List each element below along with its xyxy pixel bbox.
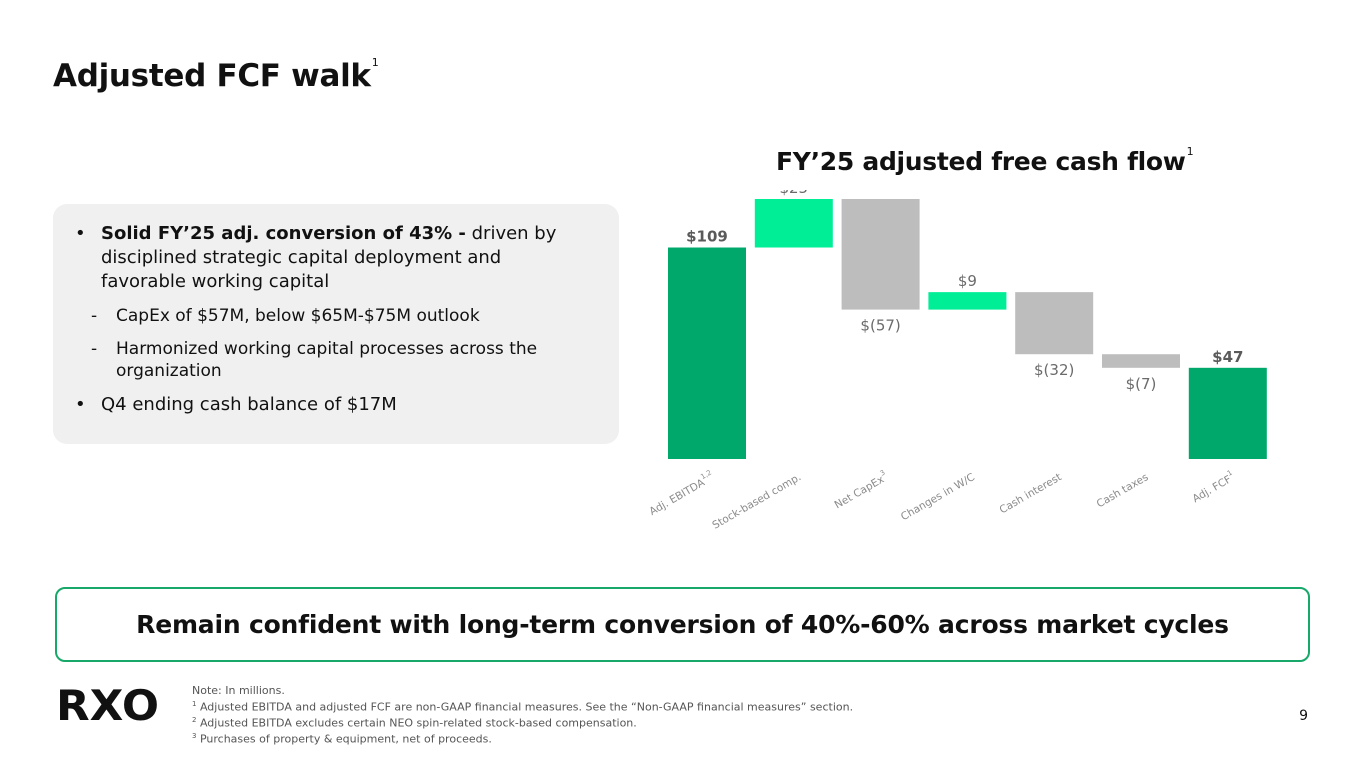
category-footnote: 1,2 (699, 469, 713, 481)
rxo-logo-text: RXO (56, 684, 159, 722)
bullet-marker: • (75, 394, 86, 415)
bullet-conversion: • Solid FY’25 adj. conversion of 43% - d… (73, 222, 599, 294)
sub-bullet-marker: - (91, 306, 98, 326)
page-title-text: Adjusted FCF walk (53, 58, 371, 94)
chart-title-text: FY’25 adjusted free cash flow (776, 147, 1186, 176)
bullet-conversion-text-2: disciplined strategic capital deployment… (101, 247, 502, 268)
highlights-box: • Solid FY’25 adj. conversion of 43% - d… (53, 204, 619, 444)
footnote-2-mark: 2 (192, 715, 197, 724)
bullet-conversion-text-3: favorable working capital (101, 271, 330, 292)
category-label: Net CapEx3 (831, 469, 890, 512)
footnote-1-text: Adjusted EBITDA and adjusted FCF are non… (196, 700, 854, 714)
footnote-1: 1 Adjusted EBITDA and adjusted FCF are n… (192, 698, 853, 714)
data-label: $47 (1212, 348, 1243, 366)
chart-title-footnote: 1 (1186, 145, 1194, 158)
bullet-marker: • (75, 223, 86, 244)
category-label: Adj. EBITDA1,2 (646, 469, 717, 518)
data-label: $9 (958, 272, 977, 290)
bullet-cash-balance: • Q4 ending cash balance of $17M (73, 393, 599, 417)
category-label: Cash taxes (1095, 471, 1151, 510)
sub-bullet-working-capital: - Harmonized working capital processes a… (73, 338, 599, 382)
footnote-note: Note: In millions. (192, 684, 285, 697)
waterfall-bar (1188, 367, 1267, 459)
footnotes: Note: In millions. 1 Adjusted EBITDA and… (192, 684, 853, 746)
page-title-footnote: 1 (371, 56, 379, 69)
rxo-logo: RXO (56, 684, 159, 722)
sub-bullet-working-capital-text-1: Harmonized working capital processes acr… (116, 339, 538, 359)
category-label: Cash interest (997, 471, 1063, 516)
sub-bullet-marker: - (91, 339, 98, 359)
bullet-conversion-headline: Solid FY’25 adj. conversion of 43% - (101, 223, 466, 244)
category-label: Stock-based comp. (710, 471, 803, 532)
data-label: $(57) (860, 317, 900, 335)
callout-text: Remain confident with long-term conversi… (136, 610, 1229, 639)
footnote-1-mark: 1 (192, 699, 197, 708)
footnote-3-mark: 3 (192, 731, 197, 740)
callout-box: Remain confident with long-term conversi… (55, 587, 1310, 662)
footnote-3: 3 Purchases of property & equipment, net… (192, 730, 853, 746)
data-label: $(32) (1034, 361, 1074, 379)
sub-bullet-capex: - CapEx of $57M, below $65M-$75M outlook (73, 305, 599, 327)
category-label: Changes in W/C (899, 471, 977, 523)
category-footnote: 3 (879, 469, 887, 478)
category-footnote: 1 (1226, 469, 1234, 478)
waterfall-bar (1102, 354, 1180, 368)
waterfall-bar (668, 247, 746, 459)
footnote-2-text: Adjusted EBITDA excludes certain NEO spi… (196, 716, 637, 730)
waterfall-bar (841, 199, 920, 310)
bullet-cash-balance-text: Q4 ending cash balance of $17M (101, 394, 397, 415)
fcf-waterfall-chart: $109 Adj. EBITDA1,2 $25 Stock-based comp. $(… (646, 190, 1267, 532)
chart-title: FY’25 adjusted free cash flow1 (776, 145, 1194, 176)
data-label: $109 (686, 228, 728, 246)
data-label: $25 (779, 190, 808, 197)
bullet-conversion-text-1: driven by (465, 223, 557, 244)
category-label: Adj. FCF1 (1189, 469, 1237, 506)
sub-bullet-capex-text: CapEx of $57M, below $65M-$75M outlook (116, 306, 480, 326)
footnote-2: 2 Adjusted EBITDA excludes certain NEO s… (192, 714, 853, 730)
sub-bullet-working-capital-text-2: organization (116, 361, 222, 381)
page-title: Adjusted FCF walk1 (53, 56, 379, 94)
waterfall-bar (1015, 292, 1094, 355)
data-label: $(7) (1126, 375, 1157, 393)
page-number: 9 (1299, 708, 1308, 724)
footnote-3-text: Purchases of property & equipment, net o… (196, 732, 492, 746)
waterfall-bar (928, 292, 1007, 310)
waterfall-bar (754, 199, 833, 248)
